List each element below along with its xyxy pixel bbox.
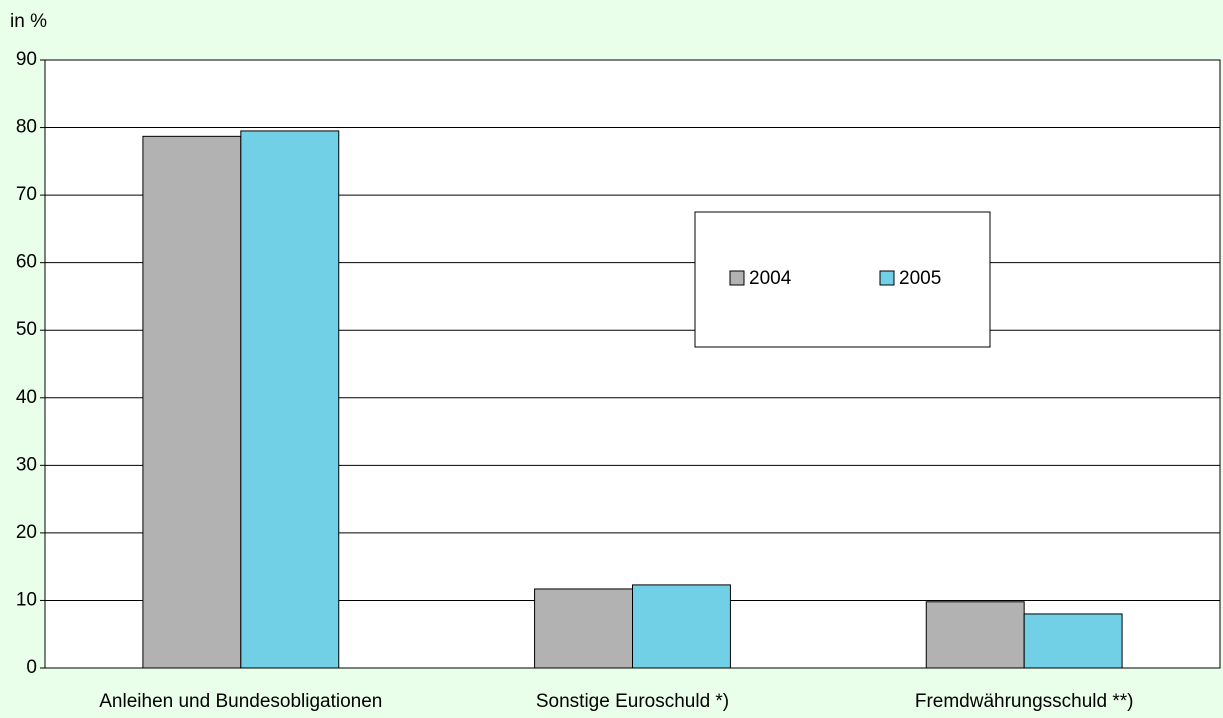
bar bbox=[534, 588, 633, 669]
y-tick-label: 70 bbox=[16, 184, 37, 205]
legend-swatch bbox=[729, 270, 745, 286]
x-tick-label: Sonstige Euroschuld *) bbox=[536, 691, 729, 712]
bar bbox=[925, 601, 1025, 669]
y-axis-label: in % bbox=[10, 11, 47, 32]
x-tick-label: Anleihen und Bundesobligationen bbox=[99, 691, 382, 712]
y-tick-label: 10 bbox=[16, 589, 37, 610]
y-tick-label: 40 bbox=[16, 387, 37, 408]
legend-label: 2004 bbox=[749, 268, 792, 289]
y-tick-label: 90 bbox=[16, 49, 37, 70]
y-tick-label: 50 bbox=[16, 319, 37, 340]
bar bbox=[142, 135, 242, 669]
bar bbox=[1023, 613, 1123, 669]
y-tick-label: 60 bbox=[16, 252, 37, 273]
bar bbox=[240, 130, 340, 669]
plot-border bbox=[44, 59, 1221, 669]
y-tick-label: 80 bbox=[16, 117, 37, 138]
x-tick-label: Fremdwährungsschuld **) bbox=[915, 691, 1134, 712]
y-tick-label: 0 bbox=[26, 657, 37, 678]
y-tick-label: 20 bbox=[16, 522, 37, 543]
bar bbox=[632, 584, 731, 669]
legend-label: 2005 bbox=[899, 268, 941, 289]
legend-swatch bbox=[879, 270, 895, 286]
y-tick-label: 30 bbox=[16, 454, 37, 475]
